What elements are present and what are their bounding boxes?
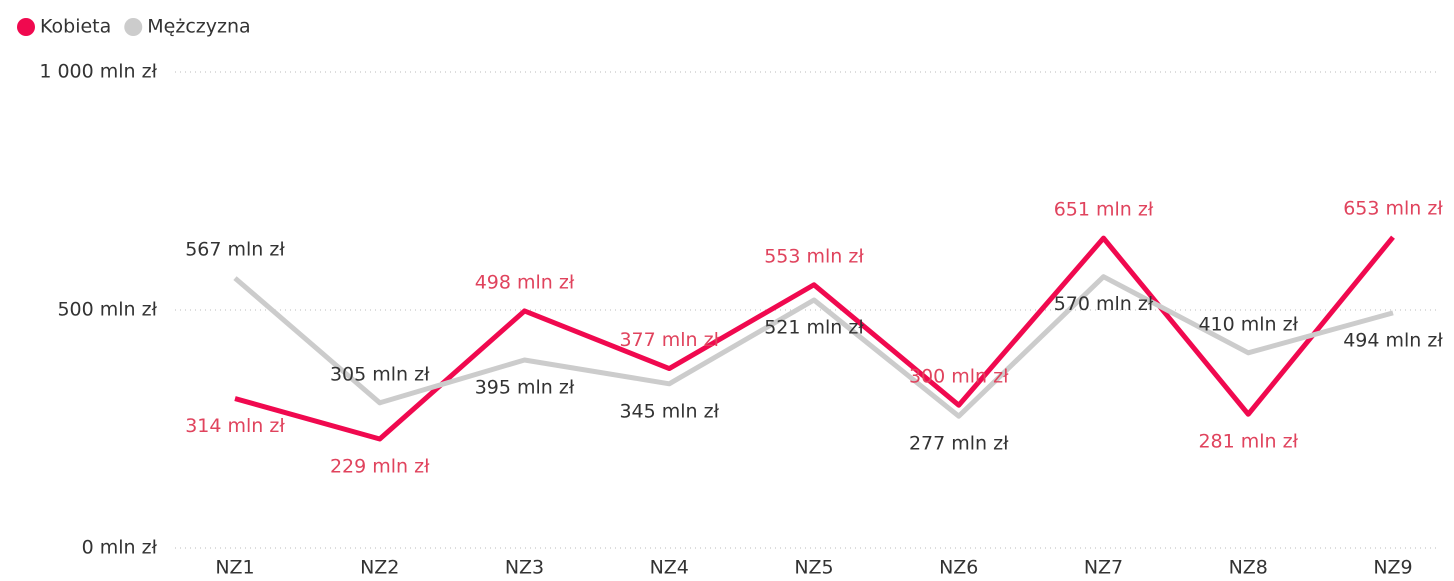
data-label: 553 mln zł (764, 245, 864, 267)
data-label: 521 mln zł (764, 317, 864, 339)
legend-marker (17, 18, 35, 36)
x-tick-label: NZ4 (650, 557, 689, 579)
x-tick-label: NZ8 (1229, 557, 1268, 579)
data-label: 305 mln zł (330, 363, 430, 385)
data-label: 229 mln zł (330, 455, 430, 477)
x-tick-label: NZ3 (505, 557, 544, 579)
data-label: 653 mln zł (1343, 198, 1443, 220)
y-tick-label: 1 000 mln zł (39, 61, 157, 83)
series-line (233, 274, 1394, 419)
x-tick-label: NZ7 (1084, 557, 1123, 579)
y-tick-label: 500 mln zł (57, 299, 157, 321)
legend-marker (124, 18, 143, 36)
x-tick-label: NZ5 (794, 557, 833, 579)
data-label: 300 mln zł (909, 366, 1009, 388)
data-label: 498 mln zł (475, 271, 575, 293)
data-label: 494 mln zł (1343, 329, 1443, 351)
data-label: 567 mln zł (185, 239, 285, 261)
legend-label: Mężczyzna (147, 16, 250, 38)
data-label: 314 mln zł (185, 415, 285, 437)
data-label: 281 mln zł (1198, 431, 1298, 453)
x-tick-label: NZ1 (215, 557, 254, 579)
y-tick-label: 0 mln zł (82, 537, 158, 559)
series-line (234, 235, 1395, 442)
data-label: 651 mln zł (1054, 199, 1154, 221)
data-label: 395 mln zł (475, 376, 575, 398)
data-label: 345 mln zł (619, 400, 719, 422)
data-label: 570 mln zł (1054, 293, 1154, 315)
data-label: 410 mln zł (1198, 313, 1298, 335)
x-tick-label: NZ2 (360, 557, 399, 579)
x-tick-label: NZ9 (1373, 557, 1412, 579)
x-tick-label: NZ6 (939, 557, 978, 579)
data-label: 377 mln zł (619, 329, 719, 351)
legend-label: Kobieta (40, 16, 111, 38)
data-label: 277 mln zł (909, 433, 1009, 455)
